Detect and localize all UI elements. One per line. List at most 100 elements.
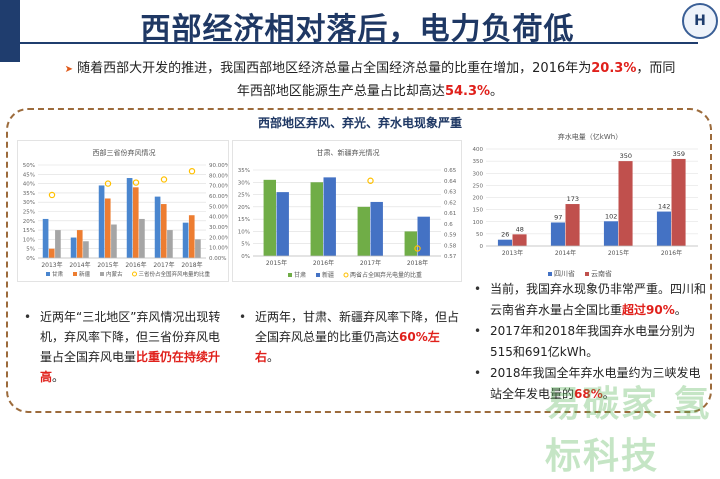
bar-四川省 [550,222,565,246]
y-tick-label: 10% [23,237,35,243]
y-tick-label: 0% [241,254,250,260]
bullet-highlight: 68% [574,387,603,401]
y2-tick-label: 0.62 [444,200,456,206]
y2-tick-label: 60.00% [209,194,229,200]
y2-tick-label: 70.00% [209,184,229,190]
y2-tick-label: 40.00% [209,215,229,221]
wind-curtailment-chart: 西部三省份弃风情况 0% 5% 10% 15% 20% 25% 30% 35% 40% 45% 50%… [17,140,229,282]
bullet-highlight: 60%左右 [255,330,440,364]
bar-内蒙古 [55,230,61,258]
data-label: 142 [658,203,670,211]
legend-swatch [548,272,552,276]
x-tick-label: 2014年 [69,261,90,269]
bar-甘肃 [263,179,276,256]
intro-text: 随着西部大开发的推进，我国西部地区经济总量占全国经济总量的比重在增加，2016年… [77,61,592,76]
y2-tick-label: 0.6 [444,222,453,228]
data-label: 173 [567,195,579,203]
y-tick-label: 300 [473,171,484,177]
x-tick-label: 2015年 [97,261,118,269]
bullet-item: 当前，我国弃水现象仍非常严重。四川和云南省弃水量占全国比重超过90%。 [474,279,710,321]
bar-甘肃 [357,206,370,256]
bar-云南省 [671,158,686,246]
x-tick-label: 2016年 [661,249,682,257]
bar-内蒙古 [83,241,89,258]
bar-甘肃 [154,196,161,258]
data-label: 359 [673,150,685,158]
title-accent-bar [0,0,20,62]
ratio-marker [48,191,56,199]
y-tick-label: 0% [26,256,35,262]
bar-甘肃 [310,182,323,256]
y2-tick-label: 0.58 [444,243,457,249]
legend-label: 云南省 [591,269,612,278]
bar-甘肃 [70,237,77,258]
bullet-text: 当前，我国弃水现象仍非常严重。四川和云南省弃水量占全国比重 [490,282,707,317]
hydro-text-block: 当前，我国弃水现象仍非常严重。四川和云南省弃水量占全国比重超过90%。 2017… [474,279,710,405]
y-tick-label: 50 [476,232,483,238]
bullet-text: 。 [52,370,65,384]
y-tick-label: 0 [480,244,484,250]
bar-云南省 [512,234,527,246]
section-subtitle: 西部地区弃风、弃光、弃水电现象严重 [257,116,462,130]
bar-甘肃 [42,218,49,258]
bar-甘肃 [98,185,105,258]
bar-云南省 [618,161,633,246]
slide-title: 西部经济相对落后，电力负荷低 [140,12,575,47]
legend-swatch [585,272,589,276]
bullet-item: 2017年和2018年我国弃水电量分别为515和691亿kWh。 [474,321,710,363]
y-tick-label: 40% [23,182,35,188]
intro-text: ，而同年西部地区能源生产总量占比却高达 [236,61,676,99]
bar-甘肃 [126,178,133,258]
x-tick-label: 2017年 [360,259,381,267]
y-tick-label: 400 [473,147,484,153]
bar-四川省 [603,221,618,246]
bar-四川省 [656,211,671,246]
y2-tick-label: 0.65 [444,168,457,174]
x-tick-label: 2013年 [41,261,62,269]
bullet-text: 近两年“三北地区”弃风情况出现转机，弃风率下降，但三省份弃风电量占全国弃风电量 [40,310,221,364]
y2-tick-label: 0.00% [209,256,226,262]
legend-label: 两省占全国弃光电量的比重 [350,271,422,279]
legend-swatch [343,272,349,278]
y-tick-label: 15% [23,228,35,234]
y2-tick-label: 80.00% [209,173,229,179]
ratio-marker [160,176,168,183]
solar-text-block: 近两年，甘肃、新疆弃风率下降，但占全国弃风总量的比重仍高达60%左右。 [239,307,460,367]
legend-label: 三省份占全国弃风电量的比重 [139,270,211,278]
x-tick-label: 2017年 [153,261,174,269]
x-tick-label: 2014年 [555,249,576,257]
y-tick-label: 100 [473,220,484,226]
x-tick-label: 2016年 [313,259,334,267]
y-tick-label: 25% [238,193,250,199]
legend-label: 甘肃 [294,271,306,279]
legend-label: 新疆 [79,270,91,278]
y-tick-label: 35% [238,168,250,174]
solar-curtailment-chart: 甘肃、新疆弃光情况 0% 5% 10% 15% 20% 25% 30% 35% 0.57 0.58 0… [232,140,462,282]
dashed-content-frame [6,108,712,413]
x-tick-label: 2016年 [125,261,146,269]
watermark: 易碳家 氢标科技 [545,384,712,477]
y-tick-label: 150 [473,208,484,214]
y-tick-label: 10% [238,229,250,235]
hydro-curtailment-chart: 弃水电量（亿kWh） 0 50 100 150 200 250 300 350 400 2013年 2… [473,132,698,278]
bar-新疆 [370,201,383,256]
arrow-bullet-icon: ➤ [64,64,74,75]
y-tick-label: 45% [23,172,35,178]
ratio-marker [104,180,112,187]
intro-paragraph: ➤ 随着西部大开发的推进，我国西部地区经济总量占全国经济总量的比重在增加，201… [60,58,680,103]
y-tick-label: 15% [238,217,250,223]
wind-text-block: 近两年“三北地区”弃风情况出现转机，弃风率下降，但三省份弃风电量占全国弃风电量比… [24,307,230,387]
legend-label: 内蒙古 [106,270,123,278]
bar-内蒙古 [111,224,117,258]
x-tick-label: 2015年 [266,259,287,267]
y2-tick-label: 0.61 [444,211,456,217]
legend-swatch [100,272,104,276]
legend-swatch [132,271,137,277]
ratio-marker [414,245,421,252]
y-tick-label: 35% [23,191,35,197]
bullet-text: 。 [602,387,615,401]
bar-新疆 [104,198,111,258]
ratio-marker [367,177,374,184]
y2-tick-label: 90.00% [209,163,229,169]
bullet-text: 近两年，甘肃、新疆弃风率下降，但占全国弃风总量的比重仍高达 [255,310,460,344]
